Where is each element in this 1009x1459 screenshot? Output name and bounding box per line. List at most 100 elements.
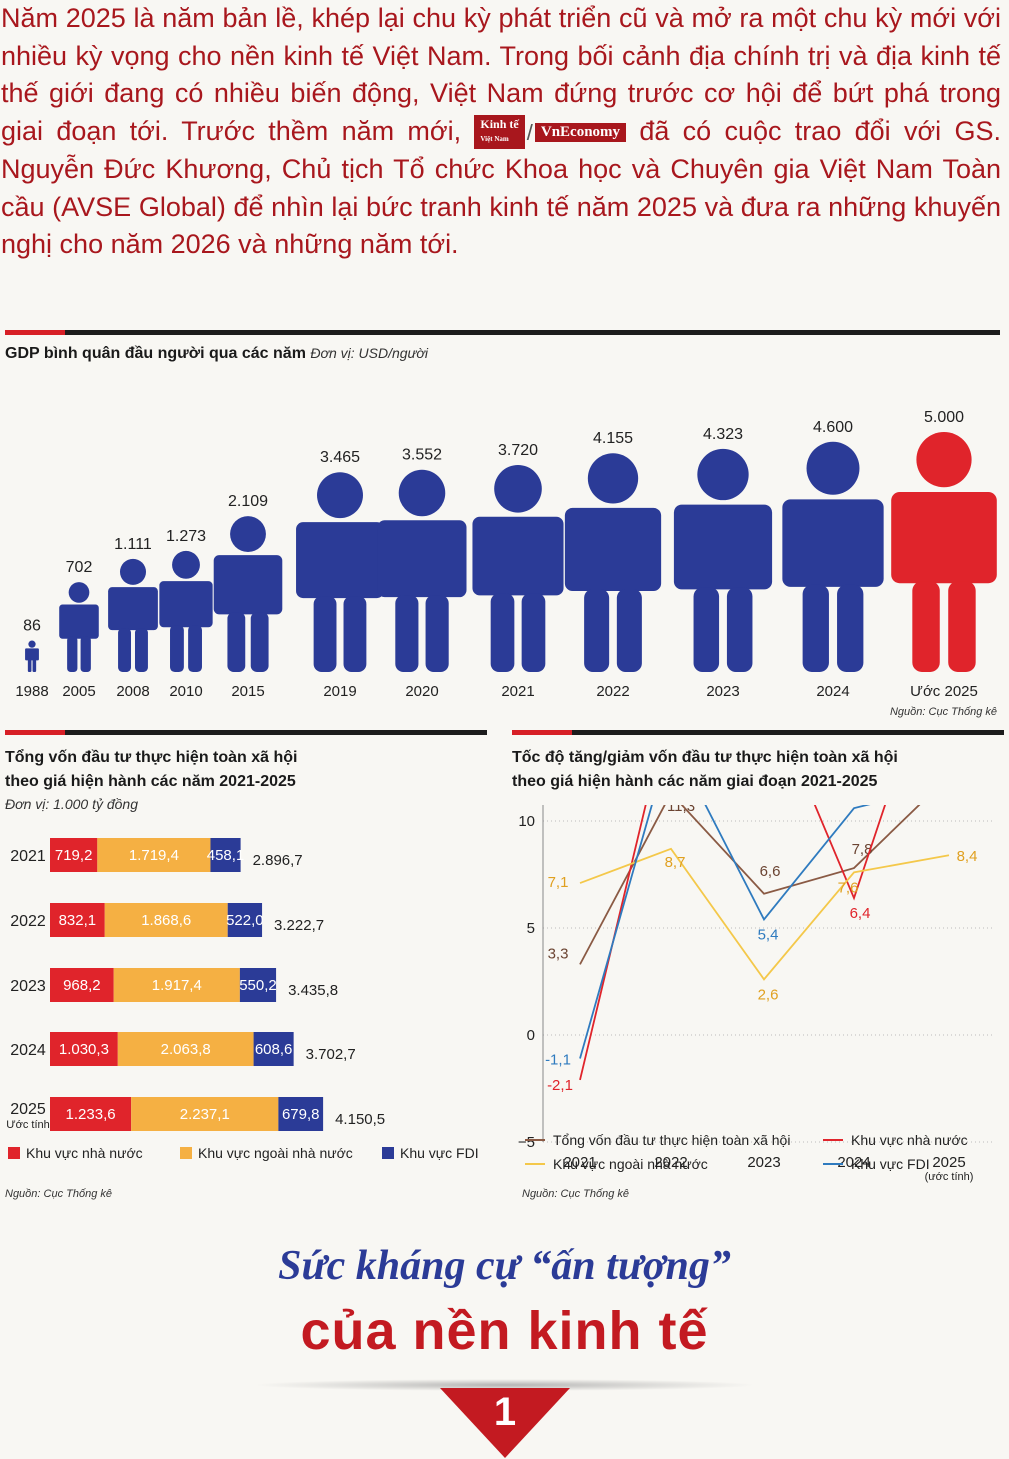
gdp-year-label: 2019 <box>323 683 356 700</box>
gdp-year-label: 2010 <box>169 683 202 700</box>
invest-chart: 2021 719,2 1.719,4 458,1 2.896,7 2022 832,1 1.8… <box>6 838 479 1161</box>
gdp-year-label: 2022 <box>596 683 629 700</box>
invest-bar-3 <box>227 903 263 937</box>
person-head <box>494 464 542 513</box>
growth-y-tick: −5 <box>518 1134 535 1151</box>
invest-bar-3 <box>253 1032 294 1066</box>
invest-year-note: Ước tính <box>6 1119 50 1131</box>
invest-total-label: 2.896,7 <box>253 852 303 869</box>
gdp-year-label: 2024 <box>816 683 849 700</box>
person-leg-right <box>80 636 91 672</box>
person-head <box>28 640 36 648</box>
invest-year-label: 2023 <box>10 978 46 995</box>
invest-bar-label: 679,8 <box>282 1106 320 1123</box>
person-head <box>398 469 446 517</box>
person-leg-right <box>726 587 753 672</box>
gdp-year-label: 1988 <box>15 683 48 700</box>
person-icon-2005 <box>59 582 99 672</box>
intro-text-2: đã có cuộc trao đổi với GS. Nguyễn Đức K… <box>1 115 1001 260</box>
section-heading-line2: của nền kinh tế <box>300 1301 709 1361</box>
invest-section-rule <box>5 730 487 735</box>
gdp-chart: 86 1988 702 2005 1.111 2008 1.273 2010 2.109 2015… <box>15 409 997 700</box>
person-head <box>230 516 266 552</box>
person-leg-left <box>170 625 184 672</box>
invest-bar-label: 2.063,8 <box>161 1041 211 1058</box>
growth-line-1 <box>579 805 921 965</box>
invest-legend-swatch <box>180 1147 192 1159</box>
person-head <box>172 550 200 579</box>
invest-bar-label: 832,1 <box>59 912 97 929</box>
person-icon-2019 <box>296 472 384 672</box>
invest-year-label: 2025 <box>10 1101 46 1118</box>
person-head <box>916 432 972 488</box>
person-head <box>587 453 639 504</box>
invest-bar-label: 458,1 <box>207 847 245 864</box>
invest-bar-label: 1.233,6 <box>66 1106 116 1123</box>
person-body <box>472 516 564 596</box>
invest-total-label: 3.222,7 <box>274 917 324 934</box>
invest-bar-label: 550,2 <box>239 977 277 994</box>
growth-point-label: 2,6 <box>758 986 779 1003</box>
invest-bar-2 <box>97 838 211 872</box>
person-body <box>296 522 384 599</box>
person-body <box>891 492 997 584</box>
gdp-value-label: 4.600 <box>813 419 853 436</box>
person-leg-right <box>188 625 202 672</box>
growth-point-label: 7,1 <box>548 874 569 891</box>
person-leg-left <box>584 589 610 672</box>
invest-year-label: 2022 <box>10 913 46 930</box>
invest-bar-label: 968,2 <box>63 977 101 994</box>
growth-line-4 <box>579 805 871 1059</box>
person-head <box>697 448 749 501</box>
person-leg-left <box>313 596 337 672</box>
growth-source: Nguồn: Cục Thống kê <box>522 1188 630 1200</box>
invest-bar-3 <box>210 838 241 872</box>
invest-bar-2 <box>117 1032 254 1066</box>
gdp-value-label: 2.109 <box>228 493 268 510</box>
invest-year-label: 2021 <box>10 848 46 865</box>
growth-point-label: 8,4 <box>957 848 978 865</box>
vneconomy-logo: VnEconomy <box>534 122 627 142</box>
invest-year-label: 2024 <box>10 1042 46 1059</box>
person-leg-left <box>490 593 515 672</box>
person-icon-2023 <box>673 448 773 672</box>
gdp-value-label: 3.465 <box>320 449 360 466</box>
invest-legend-label: Khu vực ngoài nhà nước <box>198 1145 353 1161</box>
person-body <box>25 648 39 661</box>
section-number-badge: 1 <box>440 1388 570 1458</box>
growth-line-2 <box>579 805 887 1081</box>
person-leg-right <box>837 584 864 672</box>
person-body <box>59 604 99 639</box>
person-leg-left <box>227 612 246 672</box>
intro-paragraph: Năm 2025 là năm bản lề, khép lại chu kỳ … <box>0 0 1001 264</box>
gdp-value-label: 702 <box>66 559 93 576</box>
person-body <box>108 587 158 631</box>
growth-legend-label: Tổng vốn đầu tư thực hiện toàn xã hội <box>553 1132 790 1148</box>
invest-bar-3 <box>278 1097 324 1131</box>
growth-legend-label: Khu vực ngoài nhà nước <box>553 1156 708 1172</box>
growth-point-label: 6,6 <box>760 863 781 880</box>
growth-legend-label: Khu vực FDI <box>851 1156 930 1172</box>
invest-legend-label: Khu vực FDI <box>400 1145 479 1161</box>
invest-total-label: 3.702,7 <box>306 1046 356 1063</box>
gdp-section-rule <box>5 330 1000 335</box>
person-icon-2021 <box>472 464 564 672</box>
growth-point-label: 5,4 <box>758 926 779 943</box>
growth-point-label: 6,4 <box>850 905 871 922</box>
invest-bar-label: 2.237,1 <box>180 1106 230 1123</box>
person-leg-left <box>67 636 78 672</box>
growth-legend-label: Khu vực nhà nước <box>851 1132 968 1148</box>
person-icon-Ước 2025 <box>891 432 997 672</box>
gdp-value-label: 86 <box>23 618 41 635</box>
section-heading-line1: Sức kháng cự “ấn tượng” <box>278 1243 731 1289</box>
invest-bar-2 <box>113 968 240 1002</box>
growth-x-tick: 2023 <box>747 1154 780 1171</box>
growth-point-label: 11,3 <box>667 805 695 815</box>
triangle-shape <box>440 1388 570 1458</box>
heading-shadow <box>255 1379 755 1391</box>
person-body <box>782 499 884 587</box>
growth-point-label: 8,7 <box>665 854 686 871</box>
intro-text-1: Năm 2025 là năm bản lề, khép lại chu kỳ … <box>1 3 1001 146</box>
person-body <box>673 504 773 590</box>
